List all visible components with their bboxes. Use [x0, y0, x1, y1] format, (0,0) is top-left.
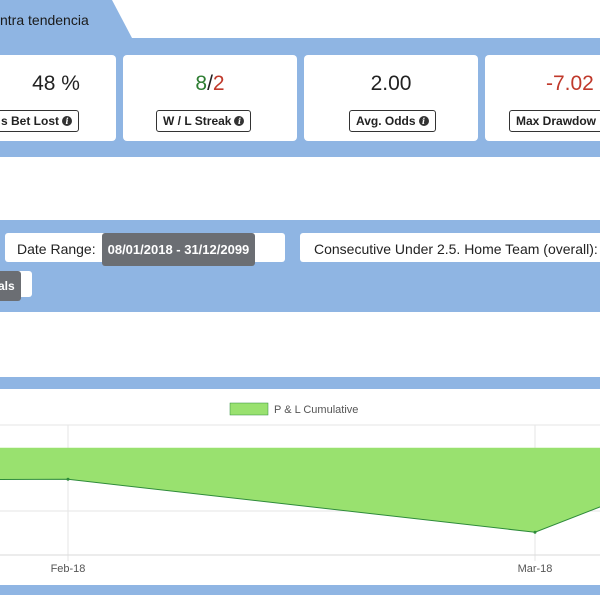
streak-separator: / [207, 72, 213, 95]
stat-card-wl-streak: 8/2 W / L Streak i [123, 55, 297, 141]
wl-streak-value: 8/2 [123, 72, 297, 96]
consecutive-filter[interactable]: Consecutive Under 2.5. Home Team (overal… [300, 233, 600, 262]
pl-chart: Feb-18 Mar-18 P & L Cumulative [0, 402, 600, 575]
wl-streak-label-box[interactable]: W / L Streak i [156, 110, 252, 132]
bets-lost-label-box[interactable]: s Bet Lost i [0, 110, 80, 132]
stat-card-avg-odds: 2.00 Avg. Odds i [304, 55, 478, 141]
data-point [533, 530, 537, 534]
wl-streak-label: W / L Streak [163, 114, 232, 128]
stat-card-bets-lost: 48 % s Bet Lost i [0, 55, 116, 141]
bets-lost-value: 48 % [32, 72, 80, 95]
pl-series-line [0, 478, 600, 533]
info-icon[interactable]: i [234, 116, 245, 126]
info-icon[interactable]: i [62, 116, 73, 126]
chart-footer-band [0, 585, 600, 595]
x-tick-label: Mar-18 [518, 563, 553, 575]
max-drawdown-value: -7.02 [546, 72, 594, 95]
x-tick-label: Feb-18 [51, 563, 86, 575]
filter-chip-value: als [0, 271, 21, 301]
bets-lost-label: s Bet Lost [1, 114, 60, 128]
legend-swatch [229, 402, 269, 416]
lost-streak: 2 [212, 72, 225, 95]
data-point [66, 477, 70, 481]
date-range-filter[interactable]: Date Range: 08/01/2018 - 31/12/2099 [5, 233, 285, 266]
legend-label: P & L Cumulative [274, 404, 358, 416]
pl-area [0, 447, 600, 533]
date-range-value: 08/01/2018 - 31/12/2099 [101, 233, 256, 266]
won-streak: 8 [195, 72, 208, 95]
trend-tab[interactable] [0, 0, 132, 38]
filter-chip-partial[interactable]: als [0, 271, 32, 301]
max-drawdown-label: Max Drawdow [516, 114, 597, 128]
info-icon[interactable]: i [418, 116, 429, 126]
date-range-label: Date Range: [17, 241, 96, 257]
max-drawdown-label-box[interactable]: Max Drawdow [509, 110, 600, 132]
avg-odds-label: Avg. Odds [356, 114, 416, 128]
trend-tab-title: ntra tendencia [0, 12, 89, 28]
consecutive-label: Consecutive Under 2.5. Home Team (overal… [314, 241, 598, 257]
avg-odds-value: 2.00 [370, 72, 412, 95]
chart-header-band [0, 377, 600, 389]
avg-odds-label-box[interactable]: Avg. Odds i [349, 110, 436, 132]
stat-card-max-drawdown: -7.02 Max Drawdow [485, 55, 600, 141]
